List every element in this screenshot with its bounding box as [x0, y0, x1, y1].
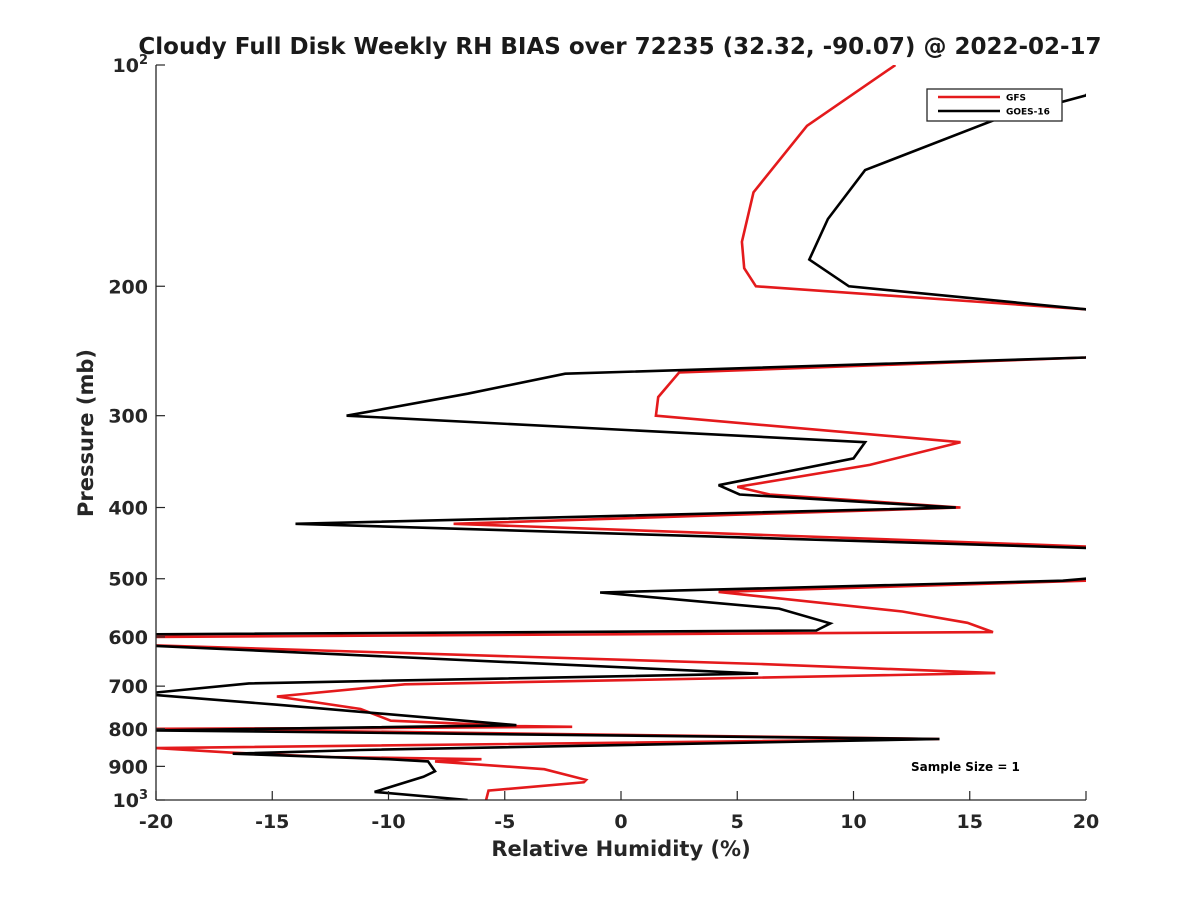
- x-tick-label: -10: [371, 811, 405, 833]
- x-tick-label: 10: [840, 811, 866, 833]
- x-tick-label: 15: [957, 811, 983, 833]
- x-tick-label: 5: [731, 811, 744, 833]
- y-tick-label: 500: [108, 569, 148, 591]
- x-tick-label: -15: [255, 811, 289, 833]
- y-tick-label: 700: [108, 676, 148, 698]
- series-line-goes16: [156, 93, 1086, 800]
- y-axis-label: Pressure (mb): [74, 349, 98, 517]
- y-tick-label: 102: [113, 53, 149, 77]
- y-tick-label: 400: [108, 498, 148, 520]
- x-tick-label: -5: [494, 811, 515, 833]
- plot-area: [156, 65, 1086, 800]
- y-tick-label: 900: [108, 756, 148, 778]
- ticks-layer: -20 -15 -10 -5 0 5 10 15 20 102 200 300 400 500 600 700…: [108, 53, 1099, 833]
- y-tick-label: 103: [113, 788, 149, 812]
- legend-label-goes16: GOES-16: [1006, 108, 1050, 118]
- y-tick-label: 200: [108, 276, 148, 298]
- legend-label-gfs: GFS: [1006, 94, 1026, 104]
- sample-size-annotation: Sample Size = 1: [911, 760, 1020, 774]
- y-tick-label: 800: [108, 719, 148, 741]
- y-tick-label: 600: [108, 627, 148, 649]
- legend-box: [926, 88, 1063, 122]
- legend: GFS GOES-16: [926, 88, 1063, 122]
- x-tick-label: -20: [139, 811, 173, 833]
- chart-title: Cloudy Full Disk Weekly RH BIAS over 722…: [138, 34, 1101, 60]
- x-tick-label: 20: [1073, 811, 1099, 833]
- series-layer: [156, 65, 1086, 800]
- x-tick-label: 0: [614, 811, 627, 833]
- x-axis-label: Relative Humidity (%): [491, 837, 750, 861]
- y-tick-label: 300: [108, 406, 148, 428]
